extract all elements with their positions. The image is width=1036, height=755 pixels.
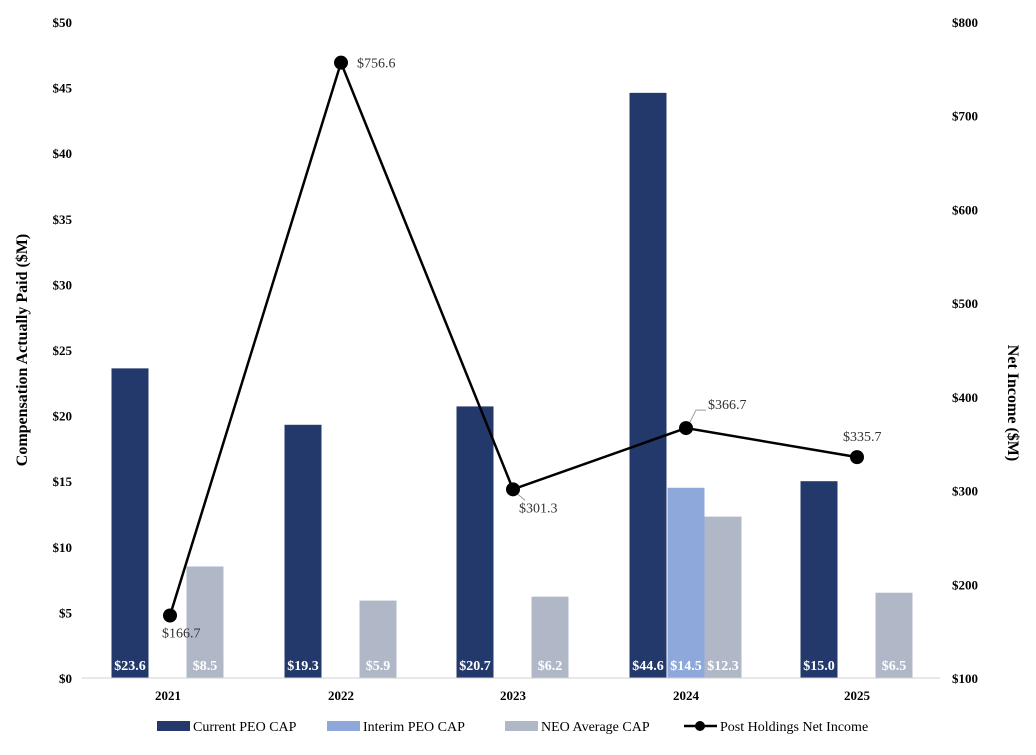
y-tick-label: $50 — [53, 15, 73, 30]
bar-current-peo-cap — [800, 481, 838, 678]
bar-current-peo-cap — [629, 92, 667, 678]
y-tick-label: $30 — [53, 277, 73, 292]
bar-data-label: $6.2 — [538, 659, 563, 674]
bar-data-label: $14.5 — [670, 659, 702, 674]
bar-data-label: $23.6 — [114, 659, 146, 674]
y2-tick-label: $600 — [952, 202, 978, 217]
leader-line — [689, 409, 706, 423]
legend-swatch — [327, 721, 360, 731]
net-income-line — [168, 58, 858, 616]
y-axis-title: Compensation Actually Paid ($M) — [14, 234, 31, 466]
bar-neo-average-cap — [531, 596, 569, 678]
legend-label: NEO Average CAP — [541, 720, 650, 735]
y-tick-label: $15 — [53, 474, 73, 489]
bar-data-label: $5.9 — [366, 659, 391, 674]
bar-neo-average-cap — [186, 566, 224, 678]
y-tick-label: $45 — [53, 81, 73, 96]
x-tick-label: 2022 — [328, 688, 354, 703]
bar-current-peo-cap — [284, 424, 322, 678]
net-income-label: $335.7 — [843, 430, 882, 445]
y-tick-label: $5 — [59, 605, 73, 620]
y-tick-label: $35 — [53, 212, 73, 227]
net-income-label: $166.7 — [162, 626, 201, 641]
net-income-point — [163, 608, 177, 623]
legend-swatch — [157, 721, 190, 731]
legend-label: Current PEO CAP — [193, 720, 297, 735]
net-income-label: $756.6 — [357, 57, 396, 72]
net-income-point — [679, 421, 693, 436]
bar-current-peo-cap — [111, 368, 149, 678]
bar-data-label: $6.5 — [882, 659, 907, 674]
y-tick-label: $25 — [53, 343, 73, 358]
bar-data-label: $20.7 — [459, 659, 491, 674]
y-tick-label: $40 — [53, 146, 73, 161]
y2-tick-label: $100 — [952, 671, 978, 686]
legend-swatch — [505, 721, 538, 731]
y2-tick-label: $800 — [952, 15, 978, 30]
x-tick-label: 2024 — [673, 688, 700, 703]
y2-tick-label: $700 — [952, 109, 978, 124]
y2-axis-title: Net Income ($M) — [1004, 345, 1021, 461]
net-income-point — [334, 55, 348, 70]
bar-data-label: $8.5 — [193, 659, 218, 674]
bar-neo-average-cap — [704, 516, 742, 678]
y-tick-label: $0 — [59, 671, 72, 686]
net-income-label: $301.3 — [519, 501, 558, 516]
bar-current-peo-cap — [456, 406, 494, 678]
bar-neo-average-cap — [359, 600, 397, 678]
bar-data-label: $12.3 — [707, 659, 739, 674]
net-income-point — [850, 450, 864, 465]
x-tick-label: 2025 — [844, 688, 871, 703]
x-tick-label: 2023 — [500, 688, 527, 703]
bar-data-label: $19.3 — [287, 659, 319, 674]
y2-tick-label: $500 — [952, 296, 978, 311]
y2-tick-label: $300 — [952, 484, 978, 499]
y2-tick-label: $200 — [952, 577, 978, 592]
bar-interim-peo-cap — [667, 487, 705, 678]
leader-line — [517, 493, 526, 501]
y-tick-label: $10 — [53, 540, 73, 555]
x-tick-label: 2021 — [155, 688, 181, 703]
net-income-point — [506, 482, 520, 497]
bar-data-label: $44.6 — [632, 659, 664, 674]
bar-data-label: $15.0 — [803, 659, 835, 674]
legend-marker — [695, 721, 705, 731]
legend-label: Post Holdings Net Income — [720, 720, 868, 735]
y2-tick-label: $400 — [952, 390, 978, 405]
bar-neo-average-cap — [875, 592, 913, 678]
net-income-label: $366.7 — [708, 398, 747, 413]
legend-label: Interim PEO CAP — [363, 720, 465, 735]
y-tick-label: $20 — [53, 409, 73, 424]
